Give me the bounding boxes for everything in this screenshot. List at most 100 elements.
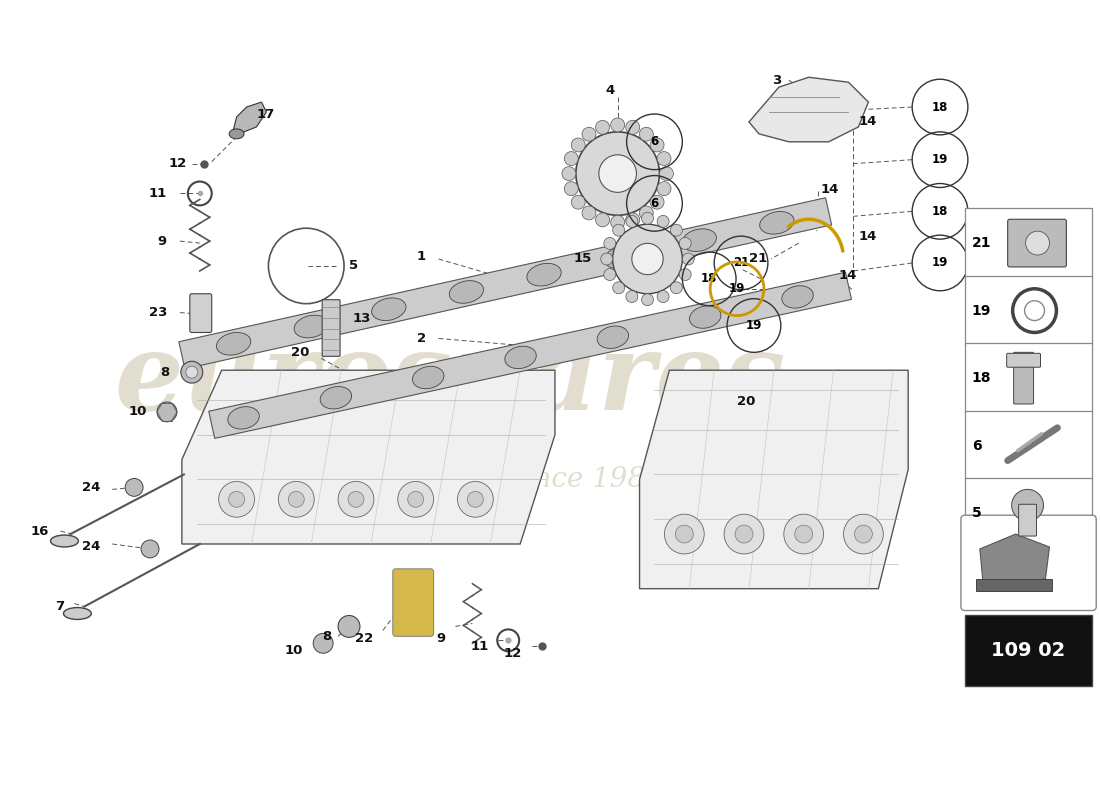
- Text: 10: 10: [285, 644, 304, 657]
- Text: 1: 1: [417, 250, 426, 262]
- Circle shape: [186, 366, 198, 378]
- Text: a passion for parts since 1985: a passion for parts since 1985: [239, 466, 662, 493]
- Circle shape: [571, 195, 585, 209]
- Text: 6: 6: [972, 438, 981, 453]
- Text: 14: 14: [858, 230, 877, 242]
- Circle shape: [659, 166, 673, 181]
- Circle shape: [180, 362, 202, 383]
- Ellipse shape: [682, 229, 716, 251]
- Circle shape: [278, 482, 315, 517]
- Circle shape: [626, 215, 638, 227]
- Ellipse shape: [64, 607, 91, 619]
- Text: 19: 19: [729, 282, 745, 295]
- Text: 18: 18: [932, 205, 948, 218]
- Polygon shape: [749, 78, 868, 142]
- Text: 19: 19: [932, 153, 948, 166]
- FancyBboxPatch shape: [1019, 504, 1036, 536]
- Text: 12: 12: [504, 646, 522, 660]
- Polygon shape: [976, 578, 1053, 590]
- Circle shape: [562, 166, 576, 181]
- Ellipse shape: [449, 281, 484, 303]
- Ellipse shape: [294, 315, 329, 338]
- Text: eurospares: eurospares: [114, 327, 786, 433]
- Text: 21: 21: [733, 257, 749, 270]
- Circle shape: [626, 213, 640, 227]
- Circle shape: [735, 525, 754, 543]
- Circle shape: [582, 206, 596, 220]
- Ellipse shape: [320, 386, 352, 409]
- FancyBboxPatch shape: [965, 614, 1092, 686]
- Circle shape: [598, 155, 637, 192]
- Text: 3: 3: [771, 74, 781, 86]
- Circle shape: [314, 634, 333, 654]
- FancyBboxPatch shape: [322, 300, 340, 356]
- Circle shape: [613, 282, 625, 294]
- Text: 9: 9: [437, 632, 446, 645]
- Text: 12: 12: [168, 157, 187, 170]
- Circle shape: [795, 525, 813, 543]
- Ellipse shape: [412, 366, 444, 389]
- Circle shape: [219, 482, 254, 517]
- Text: 9: 9: [157, 234, 167, 248]
- Circle shape: [784, 514, 824, 554]
- Polygon shape: [232, 102, 266, 137]
- Text: 24: 24: [81, 541, 100, 554]
- Circle shape: [348, 491, 364, 507]
- Polygon shape: [182, 370, 556, 544]
- Text: 13: 13: [353, 312, 372, 325]
- Ellipse shape: [229, 129, 244, 139]
- Circle shape: [595, 120, 609, 134]
- Circle shape: [670, 224, 682, 236]
- Polygon shape: [179, 198, 832, 369]
- Ellipse shape: [505, 346, 537, 369]
- Circle shape: [650, 138, 664, 152]
- Circle shape: [679, 238, 691, 250]
- Circle shape: [641, 212, 653, 224]
- Text: 5: 5: [349, 259, 359, 273]
- Text: 18: 18: [932, 101, 948, 114]
- Circle shape: [675, 525, 693, 543]
- Text: 19: 19: [746, 319, 762, 332]
- Text: 23: 23: [148, 306, 167, 319]
- Text: 11: 11: [148, 187, 167, 200]
- Polygon shape: [209, 272, 851, 438]
- Circle shape: [1025, 231, 1049, 255]
- Polygon shape: [980, 534, 1049, 590]
- Text: 16: 16: [30, 525, 48, 538]
- Circle shape: [610, 215, 625, 229]
- Circle shape: [631, 243, 663, 274]
- Ellipse shape: [597, 326, 628, 349]
- Circle shape: [657, 290, 669, 302]
- Text: 19: 19: [932, 257, 948, 270]
- Text: 14: 14: [838, 270, 857, 282]
- Circle shape: [639, 206, 653, 220]
- Text: 6: 6: [650, 135, 659, 148]
- FancyBboxPatch shape: [393, 569, 433, 636]
- Text: 20: 20: [290, 346, 309, 359]
- Text: 14: 14: [858, 115, 877, 129]
- Circle shape: [855, 525, 872, 543]
- Ellipse shape: [782, 286, 813, 308]
- Circle shape: [458, 482, 493, 517]
- Circle shape: [657, 215, 669, 227]
- Polygon shape: [639, 370, 909, 589]
- Ellipse shape: [228, 406, 260, 429]
- Text: 24: 24: [81, 481, 100, 494]
- Circle shape: [468, 491, 483, 507]
- Text: 14: 14: [821, 183, 839, 196]
- Circle shape: [571, 138, 585, 152]
- Circle shape: [576, 132, 659, 215]
- Ellipse shape: [51, 535, 78, 547]
- Circle shape: [613, 224, 682, 294]
- Text: 109 02: 109 02: [991, 641, 1066, 660]
- Circle shape: [641, 294, 653, 306]
- Text: 10: 10: [129, 406, 147, 418]
- Text: 5: 5: [972, 506, 981, 520]
- Circle shape: [141, 540, 160, 558]
- Circle shape: [398, 482, 433, 517]
- Text: 4: 4: [605, 84, 614, 97]
- Text: 15: 15: [573, 253, 592, 266]
- FancyBboxPatch shape: [965, 478, 1092, 548]
- Circle shape: [582, 127, 596, 141]
- Text: 8: 8: [161, 366, 169, 378]
